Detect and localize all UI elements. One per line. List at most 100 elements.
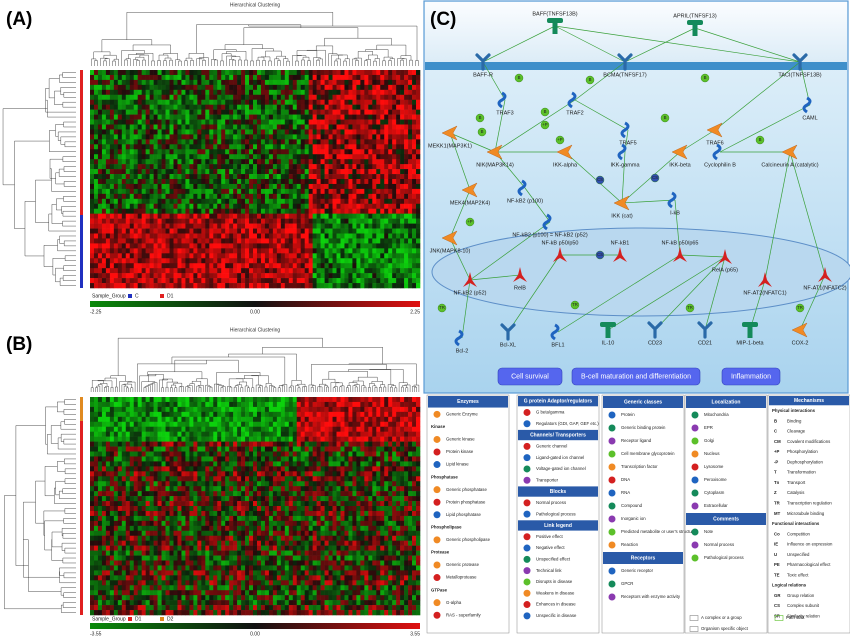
heat-cell bbox=[221, 104, 226, 110]
heat-cell bbox=[185, 198, 190, 205]
heat-cell bbox=[400, 263, 405, 269]
heat-cell bbox=[372, 436, 377, 442]
heat-cell bbox=[296, 164, 302, 170]
heat-cell bbox=[161, 446, 166, 452]
heat-cell bbox=[412, 124, 417, 130]
heat-cell bbox=[304, 456, 309, 462]
heat-cell bbox=[245, 109, 250, 115]
heat-cell bbox=[276, 183, 282, 190]
heat-cell bbox=[225, 431, 230, 437]
heat-cell bbox=[165, 114, 170, 120]
heat-cell bbox=[113, 213, 119, 219]
heat-cell bbox=[125, 149, 131, 155]
heat-cell bbox=[229, 188, 234, 195]
heat-cell bbox=[384, 441, 389, 447]
heat-cell bbox=[225, 74, 230, 81]
heat-cell bbox=[284, 109, 290, 115]
heat-cell bbox=[153, 238, 158, 244]
heat-cell bbox=[396, 228, 401, 234]
heat-cell bbox=[237, 283, 242, 289]
heat-cell bbox=[169, 228, 174, 234]
heat-cell bbox=[229, 411, 234, 418]
heat-cell bbox=[284, 218, 290, 224]
heat-cell bbox=[149, 283, 154, 289]
heat-cell bbox=[185, 278, 190, 284]
heat-cell bbox=[288, 461, 294, 467]
heat-cell bbox=[165, 159, 170, 165]
heat-cell bbox=[336, 124, 341, 130]
heat-cell bbox=[93, 411, 99, 418]
heat-cell bbox=[165, 223, 170, 229]
heat-cell bbox=[416, 169, 421, 175]
heat-cell bbox=[292, 134, 298, 140]
heat-cell bbox=[109, 456, 115, 462]
heat-cell bbox=[400, 183, 405, 190]
heat-cell bbox=[169, 149, 174, 155]
transcription-factor-icon bbox=[613, 247, 627, 262]
heat-cell bbox=[408, 154, 413, 160]
heat-cell bbox=[229, 218, 234, 224]
heat-cell bbox=[324, 124, 329, 130]
heat-cell bbox=[117, 397, 123, 403]
heat-cell bbox=[193, 441, 198, 447]
badge-label: TR bbox=[572, 302, 578, 307]
heat-cell bbox=[388, 456, 393, 462]
heat-cell bbox=[364, 446, 369, 452]
heat-cell bbox=[284, 89, 290, 96]
heat-cell bbox=[169, 89, 174, 96]
heat-cell bbox=[113, 164, 119, 170]
heat-cell bbox=[129, 421, 135, 428]
heat-cell bbox=[117, 258, 123, 264]
heat-cell bbox=[256, 183, 262, 190]
heat-cell bbox=[364, 461, 369, 467]
heat-cell bbox=[109, 243, 115, 249]
heat-cell bbox=[105, 174, 111, 180]
heat-cell bbox=[256, 258, 262, 264]
heat-cell bbox=[336, 208, 341, 214]
heat-cell bbox=[284, 253, 290, 259]
heat-cell bbox=[368, 89, 373, 96]
heat-cell bbox=[332, 159, 337, 165]
heat-cell bbox=[141, 228, 146, 234]
heat-cell bbox=[181, 208, 186, 214]
heat-cell bbox=[217, 223, 222, 229]
heat-cell bbox=[400, 228, 405, 234]
heat-cell bbox=[181, 426, 186, 432]
heat-cell bbox=[97, 139, 103, 145]
heat-cell bbox=[90, 79, 95, 86]
heat-cell bbox=[264, 134, 270, 140]
heat-cell bbox=[241, 258, 246, 264]
heat-cell bbox=[264, 164, 270, 170]
heat-cell bbox=[109, 94, 115, 101]
heat-cell bbox=[165, 421, 170, 428]
heat-cell bbox=[129, 124, 135, 130]
heat-cell bbox=[177, 238, 182, 244]
heat-cell bbox=[316, 84, 321, 91]
heat-cell bbox=[253, 208, 258, 214]
heat-cell bbox=[105, 198, 111, 205]
heat-cell bbox=[320, 74, 325, 81]
heat-cell bbox=[105, 446, 111, 452]
heat-cell bbox=[272, 456, 278, 462]
heat-cell bbox=[225, 401, 230, 408]
heat-cell bbox=[213, 258, 218, 264]
heat-cell bbox=[213, 79, 218, 86]
heat-cell bbox=[336, 278, 341, 284]
heat-cell bbox=[344, 79, 349, 86]
heat-cell bbox=[268, 258, 274, 264]
heat-cell bbox=[137, 436, 142, 442]
heat-cell bbox=[177, 149, 182, 155]
heat-cell bbox=[320, 198, 325, 205]
heat-cell bbox=[404, 94, 409, 101]
heat-cell bbox=[193, 431, 198, 437]
heat-cell bbox=[300, 174, 305, 180]
heat-cell bbox=[181, 461, 186, 467]
heat-cell bbox=[197, 70, 202, 76]
heat-cell bbox=[213, 188, 218, 195]
heat-cell bbox=[121, 243, 127, 249]
heat-cell bbox=[149, 248, 154, 254]
heat-cell bbox=[213, 248, 218, 254]
heat-cell bbox=[217, 401, 222, 408]
heat-cell bbox=[400, 114, 405, 120]
heat-cell bbox=[344, 114, 349, 120]
